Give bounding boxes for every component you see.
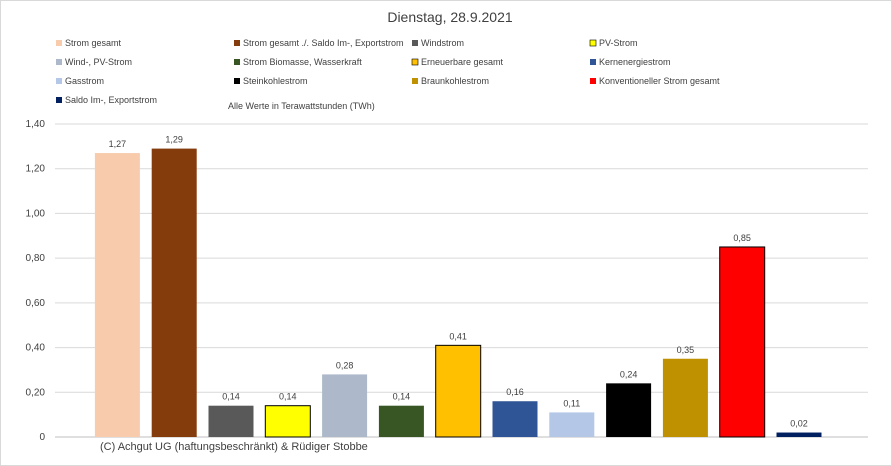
bar: [208, 405, 254, 437]
data-label: 0,28: [336, 360, 354, 370]
bar: [606, 383, 652, 437]
y-axis: 0 0,20 0,40 0,60 0,80 1,00 1,20 1,40: [26, 119, 46, 443]
legend-swatch: [590, 59, 596, 65]
legend-swatch: [590, 78, 596, 84]
y-tick-label: 0: [39, 432, 45, 443]
unit-note: Alle Werte in Terawattstunden (TWh): [228, 101, 375, 111]
legend-swatch: [56, 97, 62, 103]
data-label: 0,35: [677, 345, 695, 355]
bar: [264, 405, 311, 438]
bar: [549, 412, 595, 437]
legend-swatch: [234, 40, 240, 46]
data-label: 0,11: [563, 398, 580, 408]
data-label: 0,16: [506, 387, 524, 397]
y-tick-label: 1,40: [26, 119, 46, 130]
legend-label: Konventioneller Strom gesamt: [599, 76, 720, 86]
copyright-text: (C) Achgut UG (haftungsbeschränkt) & Rüd…: [100, 441, 368, 453]
bar: [378, 405, 424, 437]
bar: [94, 153, 140, 438]
legend-label: Wind-, PV-Strom: [65, 57, 132, 67]
legend: Strom gesamt Strom gesamt ./. Saldo Im-, …: [56, 38, 720, 105]
bar: [719, 246, 766, 438]
data-label: 0,14: [279, 392, 297, 402]
y-tick-label: 0,40: [26, 343, 46, 354]
legend-swatch: [412, 40, 418, 46]
legend-label: Kernenergiestrom: [599, 57, 671, 67]
bars: [94, 148, 822, 438]
legend-swatch: [56, 40, 62, 46]
y-tick-label: 0,80: [26, 253, 46, 264]
legend-label: PV-Strom: [599, 38, 638, 48]
legend-label: Strom gesamt: [65, 38, 122, 48]
legend-label: Strom Biomasse, Wasserkraft: [243, 57, 362, 67]
bar: [435, 344, 482, 438]
data-label: 1,27: [109, 139, 127, 149]
legend-label: Steinkohlestrom: [243, 76, 308, 86]
legend-label: Erneuerbare gesamt: [421, 57, 504, 67]
legend-swatch: [56, 78, 62, 84]
legend-label: Saldo Im-, Exportstrom: [65, 95, 157, 105]
legend-label: Gasstrom: [65, 76, 104, 86]
data-label: 0,85: [733, 233, 751, 243]
bar: [322, 374, 368, 437]
bar: [492, 401, 538, 437]
legend-swatch: [589, 39, 597, 47]
legend-swatch: [234, 78, 240, 84]
bar: [151, 148, 197, 438]
data-label: 0,14: [393, 392, 411, 402]
legend-swatch: [56, 59, 62, 65]
bar: [662, 358, 708, 437]
data-label: 0,24: [620, 369, 638, 379]
y-tick-label: 0,20: [26, 387, 46, 398]
data-labels: 1,27 1,29 0,14 0,14 0,28 0,14 0,41 0,16 0,11 0,24…: [109, 135, 808, 429]
data-label: 0,02: [790, 419, 808, 429]
legend-swatch: [234, 59, 240, 65]
y-tick-label: 0,60: [26, 298, 46, 309]
data-label: 0,41: [449, 331, 467, 341]
data-label: 1,29: [165, 135, 183, 145]
legend-label: Strom gesamt ./. Saldo Im-, Exportstrom: [243, 38, 404, 48]
legend-label: Windstrom: [421, 38, 464, 48]
y-tick-label: 1,20: [26, 164, 46, 175]
chart-title: Dienstag, 28.9.2021: [387, 9, 513, 25]
legend-swatch: [411, 58, 419, 66]
legend-swatch: [412, 78, 418, 84]
y-tick-label: 1,00: [26, 208, 46, 219]
bar: [776, 432, 822, 437]
data-label: 0,14: [222, 392, 240, 402]
legend-label: Braunkohlestrom: [421, 76, 489, 86]
